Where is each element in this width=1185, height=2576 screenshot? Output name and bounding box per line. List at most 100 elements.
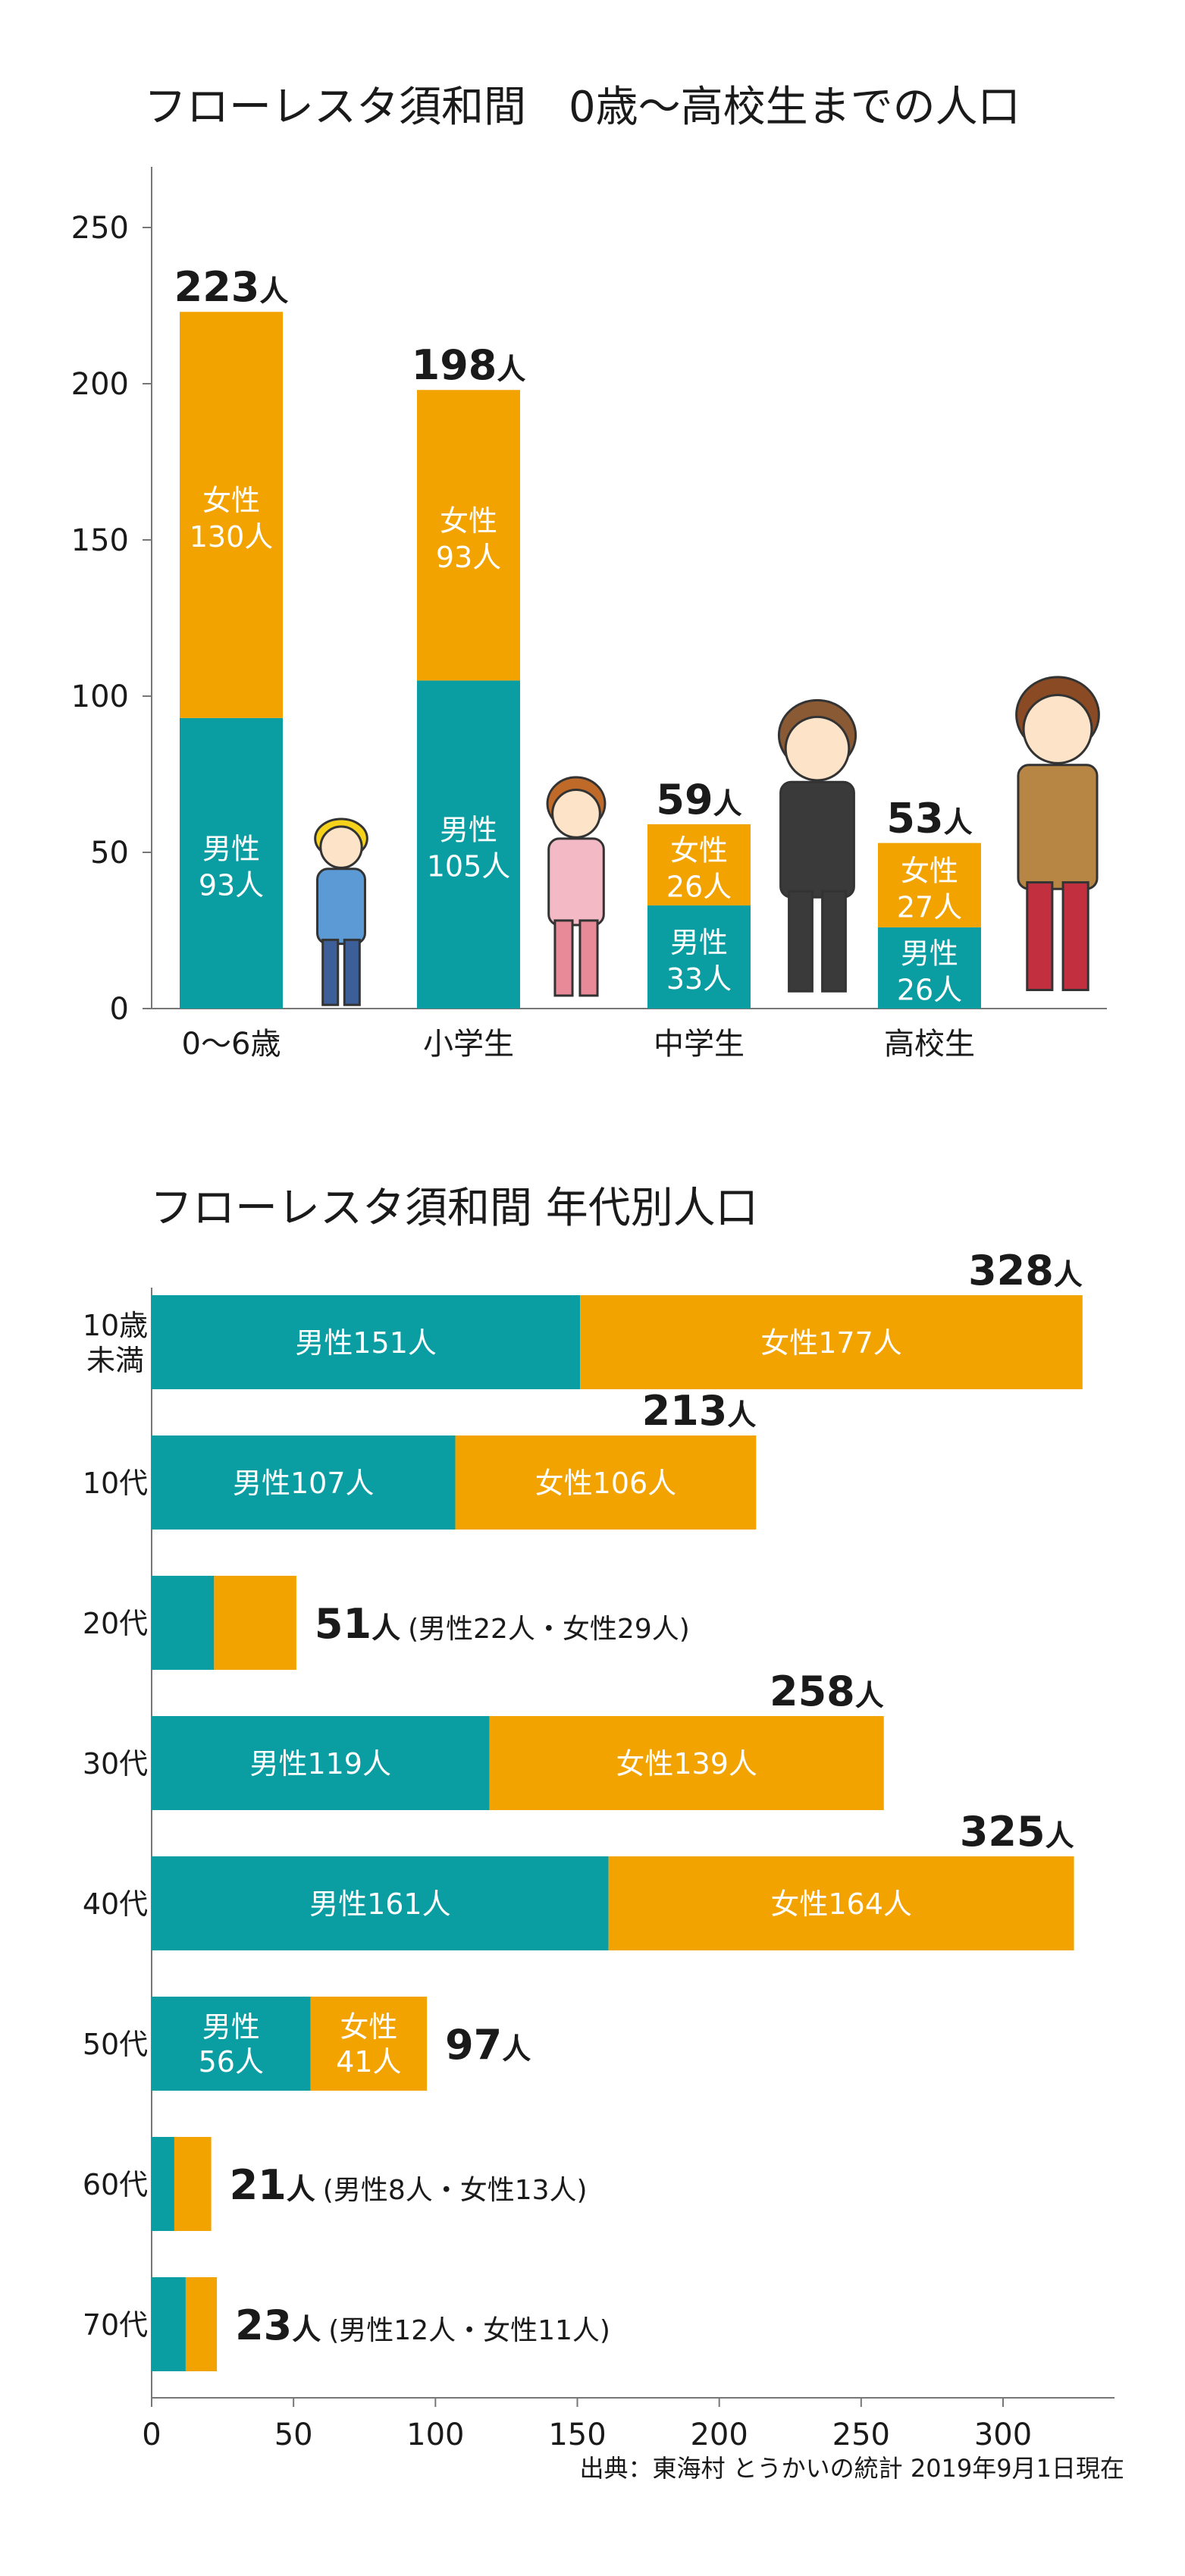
chart1-bar-female — [878, 842, 981, 927]
chart2-bar-female — [185, 2277, 218, 2371]
chart2-x-tick-label: 50 — [274, 2418, 313, 2452]
chart2-total-label: 21人 (男性8人・女性13人) — [230, 2161, 588, 2209]
chart2-category-label: 20代 — [83, 1607, 148, 1640]
chart1-male-value-label: 93人 — [199, 868, 264, 902]
high-school-girl-icon — [1015, 676, 1100, 991]
chart1-illustrations — [314, 676, 1100, 1006]
chart2-bar-female — [580, 1295, 1083, 1389]
chart2-total-label: 258人 — [770, 1668, 884, 1715]
chart2-x-tick-label: 100 — [406, 2418, 464, 2452]
chart1-category-label: 高校生 — [884, 1027, 975, 1062]
chart1-male-label: 男性 — [440, 814, 497, 847]
chart2-male-label: 男性161人 — [309, 1887, 451, 1921]
source-note: 出典：東海村 とうかいの統計 2019年9月1日現在 — [579, 2454, 1124, 2483]
chart1-female-value-label: 27人 — [897, 890, 962, 924]
chart2-bar-female — [489, 1716, 884, 1810]
chart1-y-tick-label: 200 — [71, 367, 129, 402]
chart1-bar-female — [180, 312, 283, 718]
chart1-category-label: 中学生 — [654, 1027, 745, 1062]
chart2-male-label: 56人 — [199, 2045, 264, 2079]
leg-shape — [321, 938, 340, 1006]
chart2-category-label: 未満 — [86, 1344, 144, 1377]
chart1-female-value-label: 26人 — [666, 870, 732, 903]
chart2-x-tick-label: 300 — [974, 2418, 1032, 2452]
chart1-female-value-label: 93人 — [436, 541, 501, 574]
body-shape — [779, 780, 855, 899]
chart1-axes: 0 50 100 150 200 250 — [71, 167, 1107, 1027]
chart2-bar-female — [310, 1997, 428, 2091]
chart2-x-tick-label: 0 — [142, 2418, 161, 2452]
chart2-total-label: 328人 — [968, 1247, 1083, 1294]
chart2-bar-male — [152, 1295, 581, 1389]
face-shape — [784, 715, 851, 782]
chart2-total-label: 23人 (男性12人・女性11人) — [235, 2301, 610, 2349]
chart1-title: フローレスタ須和間 0歳〜高校生までの人口 — [144, 83, 1020, 132]
chart2-bar-male — [152, 1716, 490, 1810]
face-shape — [319, 825, 363, 869]
chart1-total-label: 53人 — [886, 795, 972, 842]
chart2-bar-female — [608, 1856, 1074, 1950]
chart2-bar-male — [152, 2137, 174, 2231]
chart1-male-value-label: 33人 — [666, 962, 732, 996]
chart2-bar-male — [152, 1856, 609, 1950]
chart2-bar-female — [455, 1435, 757, 1530]
chart1-bar-male — [417, 680, 520, 1009]
chart2-x-tick-label: 250 — [832, 2418, 890, 2452]
chart2-category-label: 40代 — [83, 1887, 148, 1921]
chart2-total-label: 97人 — [445, 2021, 531, 2069]
chart2-bar-female — [214, 1576, 296, 1670]
chart1-male-value-label: 105人 — [427, 850, 511, 883]
chart1-total-label: 198人 — [412, 341, 526, 389]
leg-shape — [1061, 881, 1089, 991]
chart1-female-label: 女性 — [901, 854, 958, 887]
face-shape — [551, 789, 601, 839]
chart1-y-tick-label: 250 — [71, 211, 129, 246]
schoolgirl-icon — [546, 776, 607, 997]
leg-shape — [578, 919, 599, 997]
body-shape — [316, 868, 366, 946]
leg-shape — [1026, 881, 1054, 991]
chart2-male-label: 男性 — [202, 2010, 260, 2044]
chart2-x-tick-label: 150 — [548, 2418, 606, 2452]
chart1-category-label: 0〜6歳 — [182, 1027, 281, 1062]
chart2-female-label: 女性106人 — [535, 1467, 677, 1500]
chart2-bars — [152, 1295, 1083, 2371]
chart2-male-label: 男性107人 — [233, 1467, 375, 1500]
leg-shape — [343, 938, 361, 1006]
chart1-female-label: 女性 — [670, 833, 728, 867]
chart2-male-label: 男性151人 — [295, 1326, 437, 1360]
junior-high-boy-icon — [777, 698, 857, 993]
chart1-bars — [180, 312, 981, 1009]
chart2-category-label: 10代 — [83, 1467, 148, 1500]
body-shape — [1017, 764, 1099, 890]
chart2-bar-male — [152, 1997, 311, 2091]
chart2-category-label: 60代 — [83, 2168, 148, 2201]
chart2-female-label: 女性164人 — [770, 1887, 912, 1921]
kindergartner-child-icon — [314, 817, 368, 1006]
chart1-total-label: 223人 — [174, 263, 289, 311]
chart2-category-label: 50代 — [83, 2028, 148, 2061]
chart1-male-label: 男性 — [670, 926, 728, 959]
leg-shape — [788, 890, 814, 993]
chart2-female-label: 女性177人 — [760, 1326, 902, 1360]
face-shape — [1022, 694, 1093, 764]
chart2-category-label: 10歳 — [83, 1309, 148, 1342]
body-shape — [547, 837, 605, 927]
chart1-male-label: 男性 — [901, 937, 958, 970]
chart2-bar-male — [152, 2277, 186, 2371]
chart2-category-label: 30代 — [83, 1747, 148, 1781]
chart2-x-tick-label: 200 — [690, 2418, 748, 2452]
chart2-total-label: 325人 — [960, 1808, 1074, 1856]
chart1-bar-female — [647, 824, 751, 906]
chart2-axes: 0 50 100 150 200 250 300 — [142, 1288, 1114, 2452]
chart1-male-label: 男性 — [202, 832, 260, 865]
leg-shape — [821, 890, 847, 993]
chart1-female-label: 女性 — [440, 504, 497, 538]
chart1-male-value-label: 26人 — [897, 973, 962, 1006]
chart1-y-tick-label: 150 — [71, 523, 129, 558]
chart1-female-label: 女性 — [202, 484, 260, 517]
chart1-bar-female — [417, 390, 520, 681]
chart2-title: フローレスタ須和間 年代別人口 — [150, 1184, 758, 1233]
